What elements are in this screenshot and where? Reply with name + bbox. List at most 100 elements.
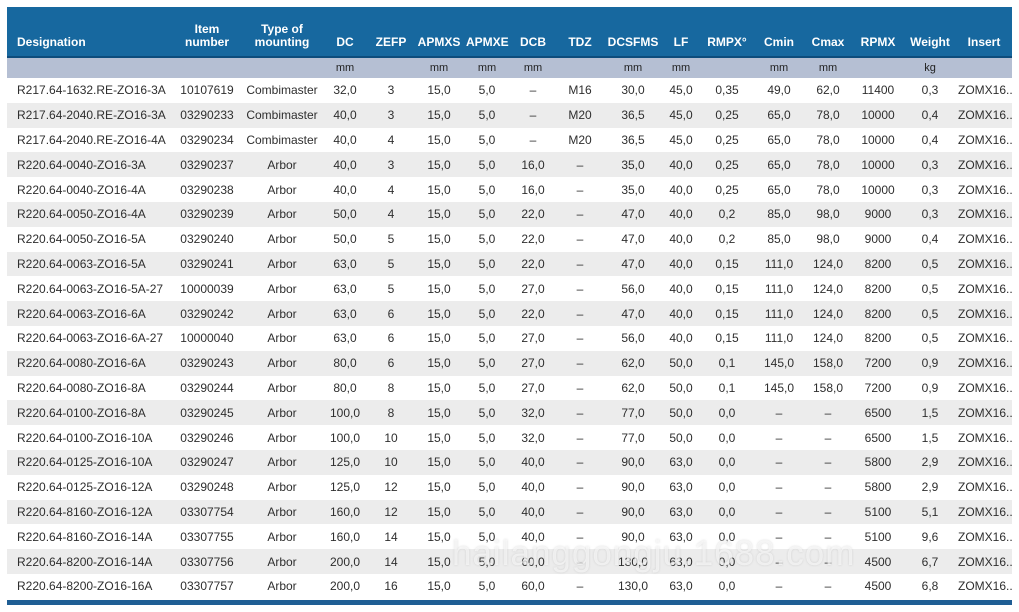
- cell-tdz: –: [576, 356, 584, 371]
- spec-table: Designation Item number Type of mounting DC…: [7, 7, 1012, 599]
- cell-rpmx: 10000: [861, 182, 895, 197]
- cell-item-number: 03290242: [180, 306, 234, 321]
- cell-apmxs: 15,0: [427, 256, 451, 271]
- cell-insert: ZOMX16..: [958, 480, 1012, 495]
- cell-dc: 50,0: [333, 232, 357, 247]
- cell-cmax: –: [824, 430, 832, 445]
- cell-dc: 40,0: [333, 132, 357, 147]
- cell-cmax: 62,0: [816, 83, 840, 98]
- cell-type-of-mounting: Arbor: [267, 232, 297, 247]
- column-unit-insert: [956, 57, 1012, 78]
- cell-type-of-mounting: Arbor: [267, 455, 297, 470]
- cell-item-number: 03307754: [180, 504, 234, 519]
- cell-item-number: 03290244: [180, 380, 234, 395]
- cell-lf: 63,0: [669, 554, 693, 569]
- column-header-rmpx: RMPX°: [700, 7, 754, 58]
- cell-cmin: 111,0: [764, 256, 794, 271]
- cell-apmxe: 5,0: [478, 132, 496, 147]
- column-header-rpmx: RPMX: [852, 7, 904, 58]
- cell-dc: 80,0: [333, 380, 357, 395]
- cell-dc: 100,0: [329, 405, 361, 420]
- cell-zefp: 3: [387, 83, 395, 98]
- cell-type-of-mounting: Arbor: [267, 157, 297, 172]
- column-unit-apmxs: mm: [414, 57, 464, 78]
- cell-apmxe: 5,0: [478, 83, 496, 98]
- cell-item-number: 03290239: [180, 207, 234, 222]
- table-row: R220.64-0063-ZO16-6A 03290242 Arbor 63,0 6 15…: [7, 301, 1012, 326]
- column-header-weight: Weight: [904, 7, 956, 58]
- cell-dc: 40,0: [333, 182, 357, 197]
- cell-cmin: –: [775, 430, 783, 445]
- cell-cmin: 85,0: [767, 207, 791, 222]
- cell-lf: 40,0: [669, 157, 693, 172]
- cell-dcsfms: 30,0: [621, 83, 645, 98]
- column-header-designation: Designation: [7, 7, 172, 58]
- cell-dcsfms: 56,0: [621, 281, 645, 296]
- cell-type-of-mounting: Arbor: [267, 182, 297, 197]
- cell-dcb: –: [529, 132, 537, 147]
- cell-cmax: –: [824, 504, 832, 519]
- cell-apmxs: 15,0: [427, 554, 451, 569]
- column-unit-cmin: mm: [754, 57, 804, 78]
- cell-cmax: 124,0: [812, 306, 844, 321]
- column-header-apmxs: APMXS: [414, 7, 464, 58]
- cell-type-of-mounting: Combimaster: [246, 108, 318, 123]
- cell-zefp: 5: [387, 256, 395, 271]
- table-row: R220.64-8160-ZO16-12A 03307754 Arbor 160,0 1…: [7, 499, 1012, 525]
- cell-tdz: –: [576, 554, 584, 569]
- cell-cmin: –: [775, 554, 783, 569]
- cell-zefp: 5: [387, 281, 395, 296]
- cell-type-of-mounting: Arbor: [267, 504, 297, 519]
- cell-item-number: 03290246: [180, 430, 234, 445]
- cell-apmxs: 15,0: [427, 232, 451, 247]
- cell-cmax: 78,0: [816, 108, 840, 123]
- cell-dcsfms: 77,0: [621, 430, 645, 445]
- cell-rmpx: 0,0: [718, 405, 736, 420]
- cell-rmpx: 0,25: [715, 108, 739, 123]
- cell-designation: R220.64-0063-ZO16-5A-27: [17, 281, 164, 296]
- cell-dcb: 16,0: [521, 157, 545, 172]
- cell-item-number: 03290238: [180, 182, 234, 197]
- cell-rpmx: 8200: [864, 306, 892, 321]
- cell-rpmx: 10000: [861, 132, 895, 147]
- column-header-cmin: Cmin: [754, 7, 804, 58]
- cell-weight: 1,5: [921, 405, 939, 420]
- column-header-dc: DC: [322, 7, 368, 58]
- column-header-apmxe: APMXE: [464, 7, 510, 58]
- table-row: R220.64-0125-ZO16-12A 03290248 Arbor 125,0 1…: [7, 474, 1012, 500]
- cell-dcb: 16,0: [521, 182, 545, 197]
- cell-rpmx: 5100: [864, 504, 892, 519]
- cell-type-of-mounting: Combimaster: [246, 132, 318, 147]
- cell-tdz: –: [576, 256, 584, 271]
- cell-dc: 63,0: [333, 256, 357, 271]
- cell-dcsfms: 56,0: [621, 331, 645, 346]
- cell-rpmx: 7200: [864, 380, 892, 395]
- cell-weight: 0,9: [921, 380, 939, 395]
- cell-dcb: 27,0: [521, 331, 545, 346]
- cell-tdz: M20: [568, 108, 592, 123]
- cell-rpmx: 10000: [861, 108, 895, 123]
- cell-lf: 40,0: [669, 207, 693, 222]
- column-unit-apmxe: mm: [464, 57, 510, 78]
- cell-dcsfms: 35,0: [621, 182, 645, 197]
- cell-cmax: –: [824, 529, 832, 544]
- cell-weight: 0,3: [921, 182, 939, 197]
- cell-cmax: –: [824, 405, 832, 420]
- cell-apmxe: 5,0: [478, 182, 496, 197]
- table-row: R217.64-2040.RE-ZO16-3A 03290233 Combimast…: [7, 102, 1012, 128]
- cell-lf: 50,0: [669, 356, 693, 371]
- cell-apmxe: 5,0: [478, 455, 496, 470]
- cell-rmpx: 0,15: [715, 306, 739, 321]
- cell-designation: R217.64-2040.RE-ZO16-4A: [17, 132, 166, 147]
- cell-weight: 0,3: [921, 83, 939, 98]
- cell-apmxs: 15,0: [427, 306, 451, 321]
- cell-lf: 45,0: [669, 132, 693, 147]
- cell-dcsfms: 62,0: [621, 380, 645, 395]
- cell-dcsfms: 47,0: [621, 306, 645, 321]
- cell-insert: ZOMX16..: [958, 207, 1012, 222]
- cell-designation: R217.64-2040.RE-ZO16-3A: [17, 108, 166, 123]
- cell-dc: 63,0: [333, 331, 357, 346]
- cell-weight: 1,5: [921, 430, 939, 445]
- cell-cmax: –: [824, 480, 832, 495]
- cell-apmxe: 5,0: [478, 480, 496, 495]
